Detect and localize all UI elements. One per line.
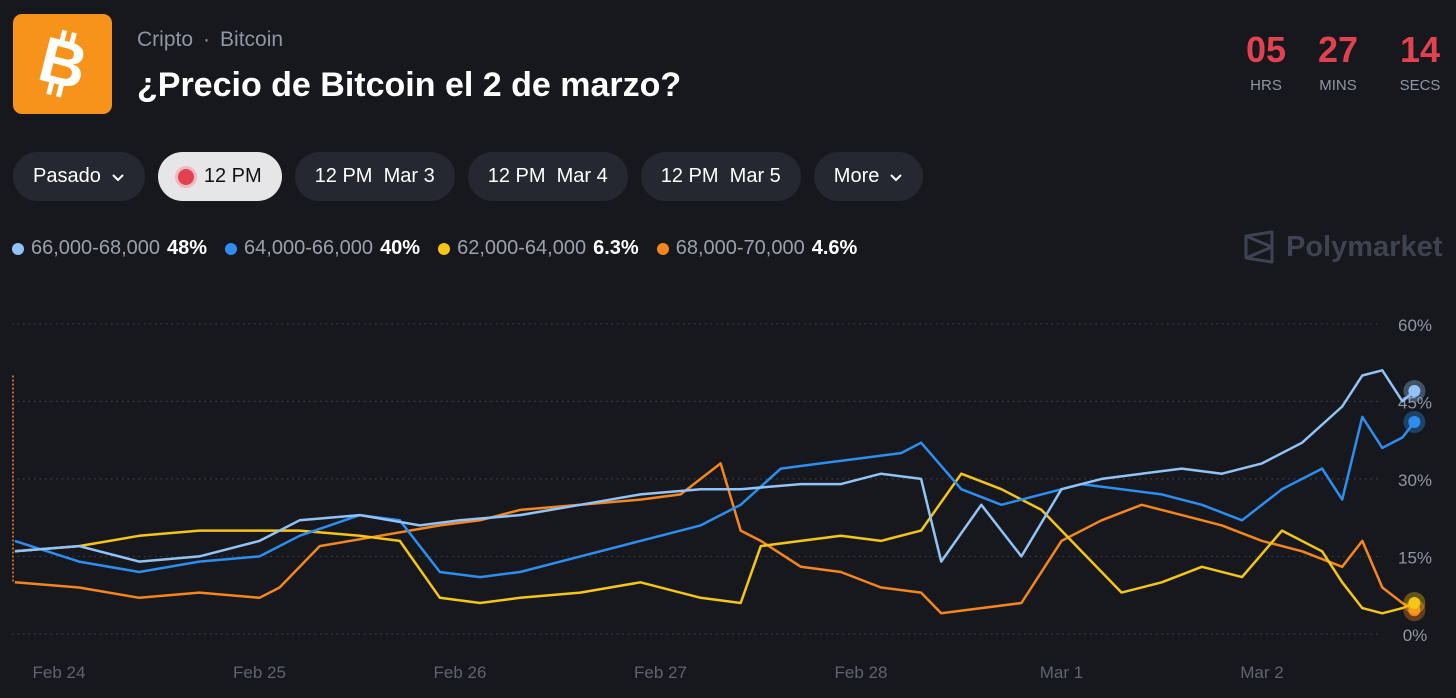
y-tick-label: 60% (1398, 316, 1432, 335)
past-dropdown[interactable]: Pasado (13, 152, 145, 201)
date-selector: Pasado 12 PM 12 PM Mar 3 12 PM Mar 4 12 … (13, 152, 924, 201)
y-tick-label: 30% (1398, 471, 1432, 490)
brand-name: Polymarket (1286, 230, 1443, 263)
breadcrumb-category[interactable]: Cripto (137, 28, 194, 51)
chart-legend: 66,000-68,000 48% 64,000-66,000 40% 62,0… (12, 237, 857, 260)
polymarket-watermark: Polymarket (1242, 230, 1442, 264)
series-endpoint[interactable] (1408, 385, 1421, 398)
legend-label: 64,000-66,000 (244, 237, 374, 259)
series-line[interactable] (14, 462, 1416, 615)
x-tick-label: Feb 28 (835, 663, 888, 682)
timer-hours-value: 05 (1245, 30, 1287, 70)
x-tick-label: Mar 2 (1240, 663, 1283, 682)
more-dropdown[interactable]: More (813, 152, 924, 201)
timer-seconds-value: 14 (1399, 30, 1441, 70)
bitcoin-logo: B (13, 14, 112, 114)
timer-minutes-value: 27 (1317, 30, 1359, 70)
date-pill-mar-5[interactable]: 12 PM Mar 5 (640, 152, 801, 201)
x-tick-label: Feb 27 (634, 663, 687, 682)
polymarket-icon (1244, 230, 1274, 264)
date-pill-mar-4[interactable]: 12 PM Mar 4 (467, 152, 628, 201)
live-indicator-icon (177, 168, 194, 185)
price-chart: 60%45%30%15%0%Feb 24 Feb 25 Feb 26 Feb 27 Fe… (12, 316, 1432, 682)
past-dropdown-label: Pasado (33, 165, 101, 187)
breadcrumb: Cripto · Bitcoin (137, 28, 283, 52)
timer-hours-label: HRS (1250, 77, 1282, 94)
timer-hours: 05 HRS (1231, 30, 1301, 94)
x-tick-label: Feb 24 (33, 663, 86, 682)
legend-label: 68,000-70,000 (675, 237, 805, 259)
legend-item[interactable]: 66,000-68,000 48% (12, 237, 207, 260)
legend-dot (12, 242, 24, 255)
breadcrumb-subcategory[interactable]: Bitcoin (220, 28, 284, 51)
series-endpoint[interactable] (1408, 596, 1421, 609)
legend-item[interactable]: 68,000-70,000 4.6% (656, 237, 858, 260)
date-pill-label: 12 PM Mar 4 (487, 165, 608, 187)
date-pill-label: 12 PM (203, 165, 262, 187)
date-pill-mar-2[interactable]: 12 PM (157, 152, 282, 201)
legend-label: 62,000-64,000 (457, 237, 587, 259)
chevron-down-icon (112, 173, 124, 181)
x-tick-label: Feb 25 (233, 663, 286, 682)
bitcoin-icon: B (33, 29, 93, 99)
y-tick-label: 0% (1403, 626, 1428, 645)
legend-percent: 6.3% (593, 237, 639, 259)
timer-minutes: 27 MINS (1303, 30, 1373, 94)
x-tick-label: Mar 1 (1040, 663, 1083, 682)
page-title: ¿Precio de Bitcoin el 2 de marzo? (137, 66, 682, 104)
date-pill-label: 12 PM Mar 3 (314, 165, 435, 187)
timer-seconds: 14 SECS (1385, 30, 1455, 94)
legend-dot (438, 242, 451, 255)
legend-dot (656, 242, 669, 255)
date-pill-label: 12 PM Mar 5 (660, 165, 781, 187)
legend-percent: 4.6% (811, 237, 858, 259)
timer-minutes-label: MINS (1319, 77, 1357, 94)
legend-dot (225, 242, 238, 255)
date-pill-mar-3[interactable]: 12 PM Mar 3 (294, 152, 455, 201)
series-line[interactable] (14, 415, 1416, 579)
chevron-down-icon (890, 173, 903, 181)
breadcrumb-separator: · (203, 28, 211, 51)
y-tick-label: 15% (1398, 548, 1432, 567)
legend-item[interactable]: 62,000-64,000 6.3% (438, 237, 639, 260)
legend-label: 66,000-68,000 (31, 237, 161, 259)
countdown-timer: 05 HRS 27 MINS 14 SECS (1231, 30, 1456, 100)
legend-item[interactable]: 64,000-66,000 40% (225, 237, 420, 260)
series-line[interactable] (14, 472, 1415, 615)
more-dropdown-label: More (833, 165, 880, 187)
legend-percent: 48% (167, 237, 208, 259)
x-tick-label: Feb 26 (434, 663, 487, 682)
timer-seconds-label: SECS (1399, 77, 1441, 94)
series-endpoint[interactable] (1408, 416, 1421, 429)
series-line[interactable] (14, 369, 1416, 563)
legend-percent: 40% (380, 237, 421, 259)
